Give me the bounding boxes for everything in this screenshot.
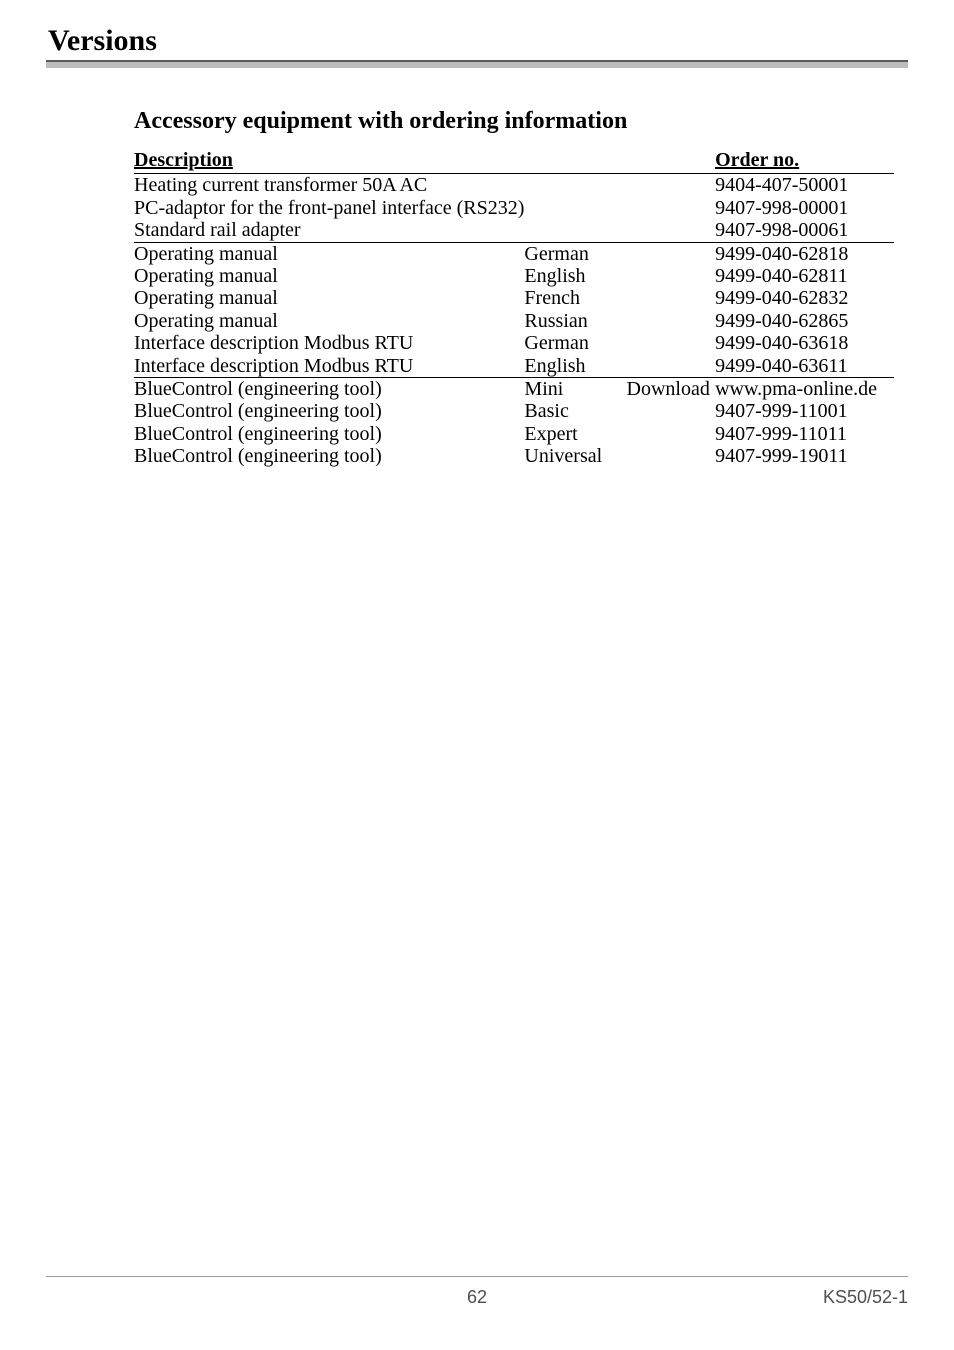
footer: 62 KS50/52-1	[46, 1276, 908, 1308]
cell-note: Download	[627, 377, 716, 400]
table-row: BlueControl (engineering tool) Expert 94…	[134, 423, 894, 445]
cell-lang: Russian	[524, 310, 626, 332]
cell-desc: PC-adaptor for the front-panel interface…	[134, 197, 524, 219]
cell-order: 9407-998-00001	[715, 197, 894, 219]
cell-note	[627, 265, 716, 287]
cell-order: 9499-040-62865	[715, 310, 894, 332]
footer-rule	[46, 1276, 908, 1277]
cell-order: www.pma-online.de	[715, 377, 894, 400]
cell-desc: Interface description Modbus RTU	[134, 332, 524, 354]
order-table: Description Order no. Heating current tr…	[134, 149, 894, 467]
cell-desc: BlueControl (engineering tool)	[134, 400, 524, 422]
table-row: BlueControl (engineering tool) Basic 940…	[134, 400, 894, 422]
cell-desc: BlueControl (engineering tool)	[134, 423, 524, 445]
cell-lang	[524, 219, 626, 242]
cell-lang: French	[524, 287, 626, 309]
cell-note	[627, 445, 716, 467]
table-row: Standard rail adapter 9407-998-00061	[134, 219, 894, 242]
cell-desc: Operating manual	[134, 242, 524, 265]
cell-note	[627, 332, 716, 354]
footer-page-number: 62	[46, 1287, 908, 1308]
cell-note	[627, 423, 716, 445]
cell-note	[627, 219, 716, 242]
cell-order: 9499-040-63618	[715, 332, 894, 354]
table-row: Operating manual English 9499-040-62811	[134, 265, 894, 287]
table-body: Heating current transformer 50A AC 9404-…	[134, 174, 894, 468]
table-row: Interface description Modbus RTU English…	[134, 355, 894, 378]
th-order-no: Order no.	[715, 149, 894, 174]
cell-order: 9407-999-11001	[715, 400, 894, 422]
cell-order: 9499-040-62818	[715, 242, 894, 265]
cell-note	[627, 310, 716, 332]
section-title: Accessory equipment with ordering inform…	[134, 108, 894, 135]
table-row: Operating manual Russian 9499-040-62865	[134, 310, 894, 332]
cell-note	[627, 400, 716, 422]
th-blank2	[627, 149, 716, 174]
footer-row: 62 KS50/52-1	[46, 1287, 908, 1308]
table-header-row: Description Order no.	[134, 149, 894, 174]
cell-order: 9404-407-50001	[715, 174, 894, 197]
cell-lang: Universal	[524, 445, 626, 467]
th-description: Description	[134, 149, 524, 174]
header-rule-light	[46, 62, 908, 68]
header-title: Versions	[48, 24, 157, 58]
cell-desc: Heating current transformer 50A AC	[134, 174, 524, 197]
cell-lang: Expert	[524, 423, 626, 445]
table-row: BlueControl (engineering tool) Mini Down…	[134, 377, 894, 400]
cell-note	[627, 355, 716, 378]
table-row: Operating manual German 9499-040-62818	[134, 242, 894, 265]
cell-lang: English	[524, 355, 626, 378]
cell-lang: German	[524, 332, 626, 354]
cell-lang: German	[524, 242, 626, 265]
table-row: Interface description Modbus RTU German …	[134, 332, 894, 354]
cell-lang	[524, 174, 626, 197]
cell-lang: Basic	[524, 400, 626, 422]
cell-order: 9407-998-00061	[715, 219, 894, 242]
cell-lang: English	[524, 265, 626, 287]
cell-order: 9407-999-11011	[715, 423, 894, 445]
cell-note	[627, 174, 716, 197]
cell-order: 9407-999-19011	[715, 445, 894, 467]
cell-lang: Mini	[524, 377, 626, 400]
cell-desc: Interface description Modbus RTU	[134, 355, 524, 378]
cell-desc: Operating manual	[134, 265, 524, 287]
content-area: Accessory equipment with ordering inform…	[134, 108, 894, 467]
table-row: Operating manual French 9499-040-62832	[134, 287, 894, 309]
cell-desc: Standard rail adapter	[134, 219, 524, 242]
table-row: PC-adaptor for the front-panel interface…	[134, 197, 894, 219]
cell-lang	[524, 197, 626, 219]
table-row: Heating current transformer 50A AC 9404-…	[134, 174, 894, 197]
cell-desc: BlueControl (engineering tool)	[134, 377, 524, 400]
cell-order: 9499-040-63611	[715, 355, 894, 378]
cell-desc: Operating manual	[134, 310, 524, 332]
cell-desc: BlueControl (engineering tool)	[134, 445, 524, 467]
cell-note	[627, 242, 716, 265]
table-row: BlueControl (engineering tool) Universal…	[134, 445, 894, 467]
cell-order: 9499-040-62811	[715, 265, 894, 287]
cell-desc: Operating manual	[134, 287, 524, 309]
page: Versions Accessory equipment with orderi…	[0, 0, 954, 1350]
cell-order: 9499-040-62832	[715, 287, 894, 309]
cell-note	[627, 287, 716, 309]
cell-note	[627, 197, 716, 219]
th-blank1	[524, 149, 626, 174]
